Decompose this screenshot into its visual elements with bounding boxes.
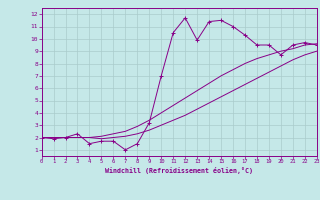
X-axis label: Windchill (Refroidissement éolien,°C): Windchill (Refroidissement éolien,°C) [105, 167, 253, 174]
